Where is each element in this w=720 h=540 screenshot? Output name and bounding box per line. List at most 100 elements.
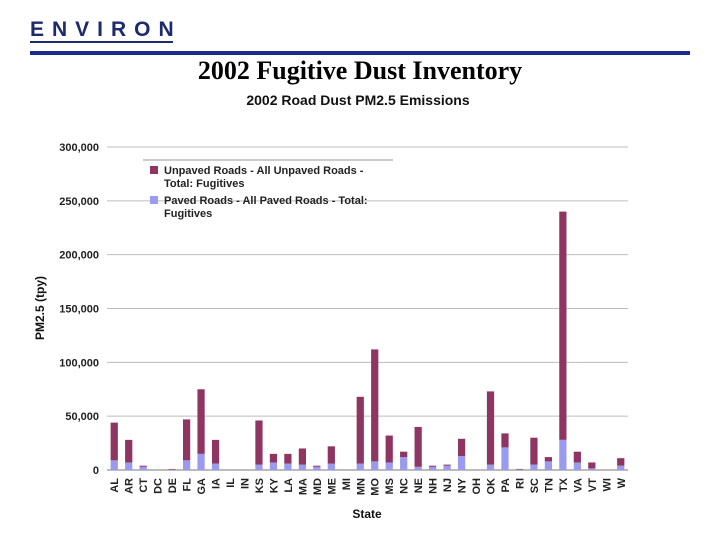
x-tick-label: VA xyxy=(572,478,584,493)
bar-unpaved-ga xyxy=(197,389,205,454)
bar-unpaved-nh xyxy=(429,465,437,467)
bar-paved-mn xyxy=(356,463,364,470)
logo-underline xyxy=(30,41,173,43)
bar-unpaved-ia xyxy=(211,439,220,464)
y-tick-label: 250,000 xyxy=(59,196,99,208)
bar-paved-mo xyxy=(371,461,379,470)
bar-unpaved-pa xyxy=(501,433,509,448)
bar-paved-ma xyxy=(298,464,306,470)
x-tick-label: KY xyxy=(268,477,280,493)
bar-unpaved-sc xyxy=(530,437,538,465)
bar-unpaved-md xyxy=(313,465,321,467)
x-tick-label: AL xyxy=(109,478,121,493)
y-tick-label: 150,000 xyxy=(59,304,99,316)
x-tick-label: MO xyxy=(370,478,382,496)
bars xyxy=(110,211,625,470)
x-tick-label: DC xyxy=(153,478,165,494)
bar-unpaved-ar xyxy=(125,439,133,463)
legend: Unpaved Roads - All Unpaved Roads -Total… xyxy=(143,159,393,220)
x-tick-label: AR xyxy=(124,478,136,494)
bar-paved-nj xyxy=(443,465,451,470)
bar-unpaved-ma xyxy=(298,448,306,465)
x-tick-label: WI xyxy=(601,478,613,491)
x-tick-label: NY xyxy=(457,477,469,493)
x-tick-label: IA xyxy=(211,478,223,489)
environ-logo: ENVIRON xyxy=(30,18,182,41)
chart-title: 2002 Road Dust PM2.5 Emissions xyxy=(246,92,470,108)
bar-paved-vt xyxy=(588,468,596,470)
bar-unpaved-mn xyxy=(356,396,364,464)
legend-label-paved: Paved Roads - All Paved Roads - Total: Fu… xyxy=(164,195,368,220)
header-divider xyxy=(30,51,690,55)
bar-paved-w xyxy=(617,465,625,470)
x-axis-label: State xyxy=(352,507,382,521)
bar-paved-al xyxy=(110,460,118,470)
bar-unpaved-tn xyxy=(544,457,553,462)
bar-unpaved-tx xyxy=(559,211,567,440)
bar-unpaved-mo xyxy=(371,349,379,462)
bar-unpaved-ct xyxy=(139,465,147,467)
y-tick-label: 50,000 xyxy=(65,411,99,423)
legend-swatch-paved xyxy=(150,196,158,204)
y-tick-label: 100,000 xyxy=(59,357,99,369)
bar-unpaved-ne xyxy=(414,426,422,467)
bar-paved-va xyxy=(573,462,581,470)
bar-paved-de xyxy=(168,469,176,470)
bar-unpaved-al xyxy=(110,422,118,461)
y-axis: 0 50,000 100,000 150,000 200,000 250,000 300,0… xyxy=(59,142,628,477)
bar-paved-ga xyxy=(197,453,205,470)
bar-paved-ny xyxy=(457,456,466,470)
bar-unpaved-ri xyxy=(515,468,524,470)
x-tick-label: NJ xyxy=(442,478,454,492)
x-tick-label: LA xyxy=(283,478,295,493)
x-tick-label: OH xyxy=(471,478,483,495)
bar-paved-ok xyxy=(486,464,495,470)
bar-unpaved-w xyxy=(617,458,625,466)
bar-paved-nc xyxy=(400,457,408,470)
y-tick-label: 300,000 xyxy=(59,142,99,154)
bar-paved-ne xyxy=(414,466,422,470)
bar-paved-nh xyxy=(429,466,437,470)
x-tick-label: NE xyxy=(413,478,425,493)
bar-paved-tn xyxy=(544,461,553,470)
bar-unpaved-la xyxy=(284,453,292,464)
bar-paved-fl xyxy=(182,460,191,470)
bar-unpaved-nc xyxy=(400,451,408,458)
bar-paved-ri xyxy=(515,469,524,470)
x-tick-label: RI xyxy=(514,478,526,489)
bar-unpaved-de xyxy=(168,468,176,470)
gridlines xyxy=(107,146,628,417)
x-tick-label: OK xyxy=(486,478,498,495)
x-tick-label: ME xyxy=(326,478,338,495)
bar-paved-ms xyxy=(385,462,393,470)
bar-unpaved-vt xyxy=(588,462,596,469)
bar-unpaved-ky xyxy=(269,453,278,463)
bar-unpaved-va xyxy=(573,451,581,463)
x-tick-label: GA xyxy=(196,478,208,495)
bar-paved-sc xyxy=(530,464,538,470)
y-tick-label: 200,000 xyxy=(59,250,99,262)
x-tick-label: TX xyxy=(558,477,570,492)
bar-unpaved-fl xyxy=(182,419,191,461)
x-tick-label: MI xyxy=(341,478,353,490)
y-tick-label: 0 xyxy=(93,465,99,477)
bar-unpaved-ks xyxy=(255,420,263,465)
x-tick-label: W xyxy=(616,477,628,488)
x-tick-label: PA xyxy=(500,478,512,493)
bar-unpaved-ny xyxy=(457,438,466,457)
bar-unpaved-ok xyxy=(486,391,495,465)
bar-paved-ky xyxy=(269,462,278,470)
legend-swatch-unpaved xyxy=(150,166,158,174)
bar-paved-md xyxy=(313,466,321,470)
x-tick-label: MD xyxy=(312,478,324,495)
x-tick-label: SC xyxy=(529,478,541,493)
x-tick-label: NC xyxy=(399,478,411,494)
bar-unpaved-nj xyxy=(443,464,451,466)
x-tick-label: MN xyxy=(355,478,367,495)
x-tick-label: MS xyxy=(384,478,396,495)
legend-label-unpaved: Unpaved Roads - All Unpaved Roads -Total… xyxy=(164,165,364,190)
bar-paved-ar xyxy=(125,462,133,470)
bar-paved-la xyxy=(284,463,292,470)
bar-paved-ks xyxy=(255,464,263,470)
